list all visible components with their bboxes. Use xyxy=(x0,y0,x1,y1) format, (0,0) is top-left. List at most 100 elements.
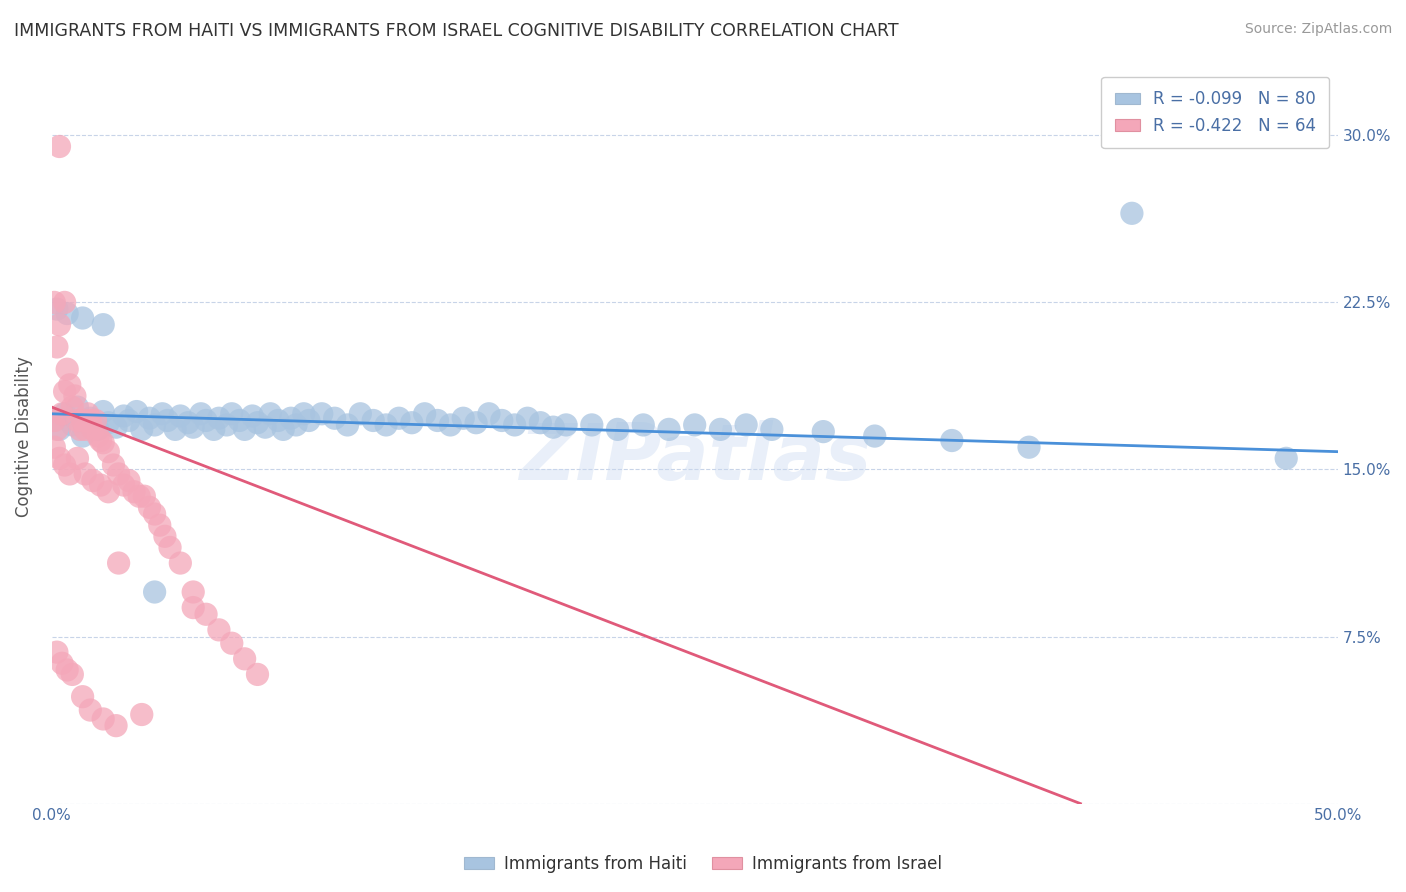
Point xyxy=(56,362,79,376)
Point xyxy=(59,467,82,481)
Point xyxy=(90,434,112,448)
Y-axis label: Cognitive Disability: Cognitive Disability xyxy=(15,356,32,516)
Point xyxy=(82,474,104,488)
Point xyxy=(79,411,101,425)
Point xyxy=(516,411,538,425)
Point xyxy=(56,307,79,321)
Point xyxy=(401,416,423,430)
Point xyxy=(72,690,94,704)
Point xyxy=(138,500,160,515)
Point xyxy=(45,302,67,317)
Point xyxy=(361,413,384,427)
Point xyxy=(44,413,66,427)
Point xyxy=(48,318,70,332)
Point xyxy=(233,652,256,666)
Point xyxy=(56,663,79,677)
Point xyxy=(143,417,166,432)
Point xyxy=(112,409,135,423)
Point xyxy=(143,507,166,521)
Point xyxy=(60,667,83,681)
Point xyxy=(91,712,114,726)
Point xyxy=(131,422,153,436)
Point xyxy=(311,407,333,421)
Point xyxy=(254,420,277,434)
Point xyxy=(1275,451,1298,466)
Point xyxy=(75,422,97,436)
Point xyxy=(153,529,176,543)
Point xyxy=(280,411,302,425)
Point xyxy=(246,667,269,681)
Point xyxy=(735,417,758,432)
Point xyxy=(491,413,513,427)
Point xyxy=(48,422,70,436)
Point xyxy=(69,422,91,436)
Point xyxy=(1018,440,1040,454)
Point xyxy=(150,407,173,421)
Point xyxy=(48,451,70,466)
Point xyxy=(233,422,256,436)
Point xyxy=(45,340,67,354)
Point xyxy=(451,411,474,425)
Point xyxy=(75,467,97,481)
Point xyxy=(60,400,83,414)
Point xyxy=(349,407,371,421)
Point xyxy=(91,404,114,418)
Legend: R = -0.099   N = 80, R = -0.422   N = 64: R = -0.099 N = 80, R = -0.422 N = 64 xyxy=(1101,77,1329,148)
Point xyxy=(87,429,110,443)
Point xyxy=(156,413,179,427)
Point xyxy=(72,311,94,326)
Point xyxy=(122,484,145,499)
Point xyxy=(51,657,73,671)
Point xyxy=(138,411,160,425)
Point xyxy=(813,425,835,439)
Point xyxy=(87,422,110,436)
Point xyxy=(112,478,135,492)
Point xyxy=(195,413,218,427)
Point xyxy=(53,458,76,472)
Point xyxy=(128,489,150,503)
Point xyxy=(941,434,963,448)
Point xyxy=(44,413,66,427)
Point xyxy=(79,413,101,427)
Point xyxy=(190,407,212,421)
Point xyxy=(298,413,321,427)
Point xyxy=(82,422,104,436)
Point xyxy=(105,420,128,434)
Point xyxy=(107,556,129,570)
Point xyxy=(63,389,86,403)
Point xyxy=(285,417,308,432)
Point xyxy=(91,318,114,332)
Point xyxy=(76,407,98,421)
Point xyxy=(66,413,89,427)
Point xyxy=(44,440,66,454)
Point xyxy=(118,474,141,488)
Point xyxy=(181,420,204,434)
Point xyxy=(97,416,120,430)
Point xyxy=(465,416,488,430)
Point xyxy=(53,407,76,421)
Point xyxy=(267,413,290,427)
Point xyxy=(581,417,603,432)
Point xyxy=(48,139,70,153)
Point xyxy=(181,600,204,615)
Point xyxy=(323,411,346,425)
Point xyxy=(195,607,218,622)
Point xyxy=(169,556,191,570)
Point xyxy=(1121,206,1143,220)
Text: ZIPatlas: ZIPatlas xyxy=(519,420,870,496)
Point xyxy=(59,377,82,392)
Point xyxy=(221,407,243,421)
Point xyxy=(84,413,107,427)
Point xyxy=(633,417,655,432)
Point xyxy=(555,417,578,432)
Point xyxy=(388,411,411,425)
Point xyxy=(66,400,89,414)
Point xyxy=(478,407,501,421)
Point xyxy=(503,417,526,432)
Point xyxy=(125,404,148,418)
Point xyxy=(103,458,125,472)
Point xyxy=(79,703,101,717)
Point xyxy=(761,422,783,436)
Point xyxy=(118,413,141,427)
Point xyxy=(208,623,231,637)
